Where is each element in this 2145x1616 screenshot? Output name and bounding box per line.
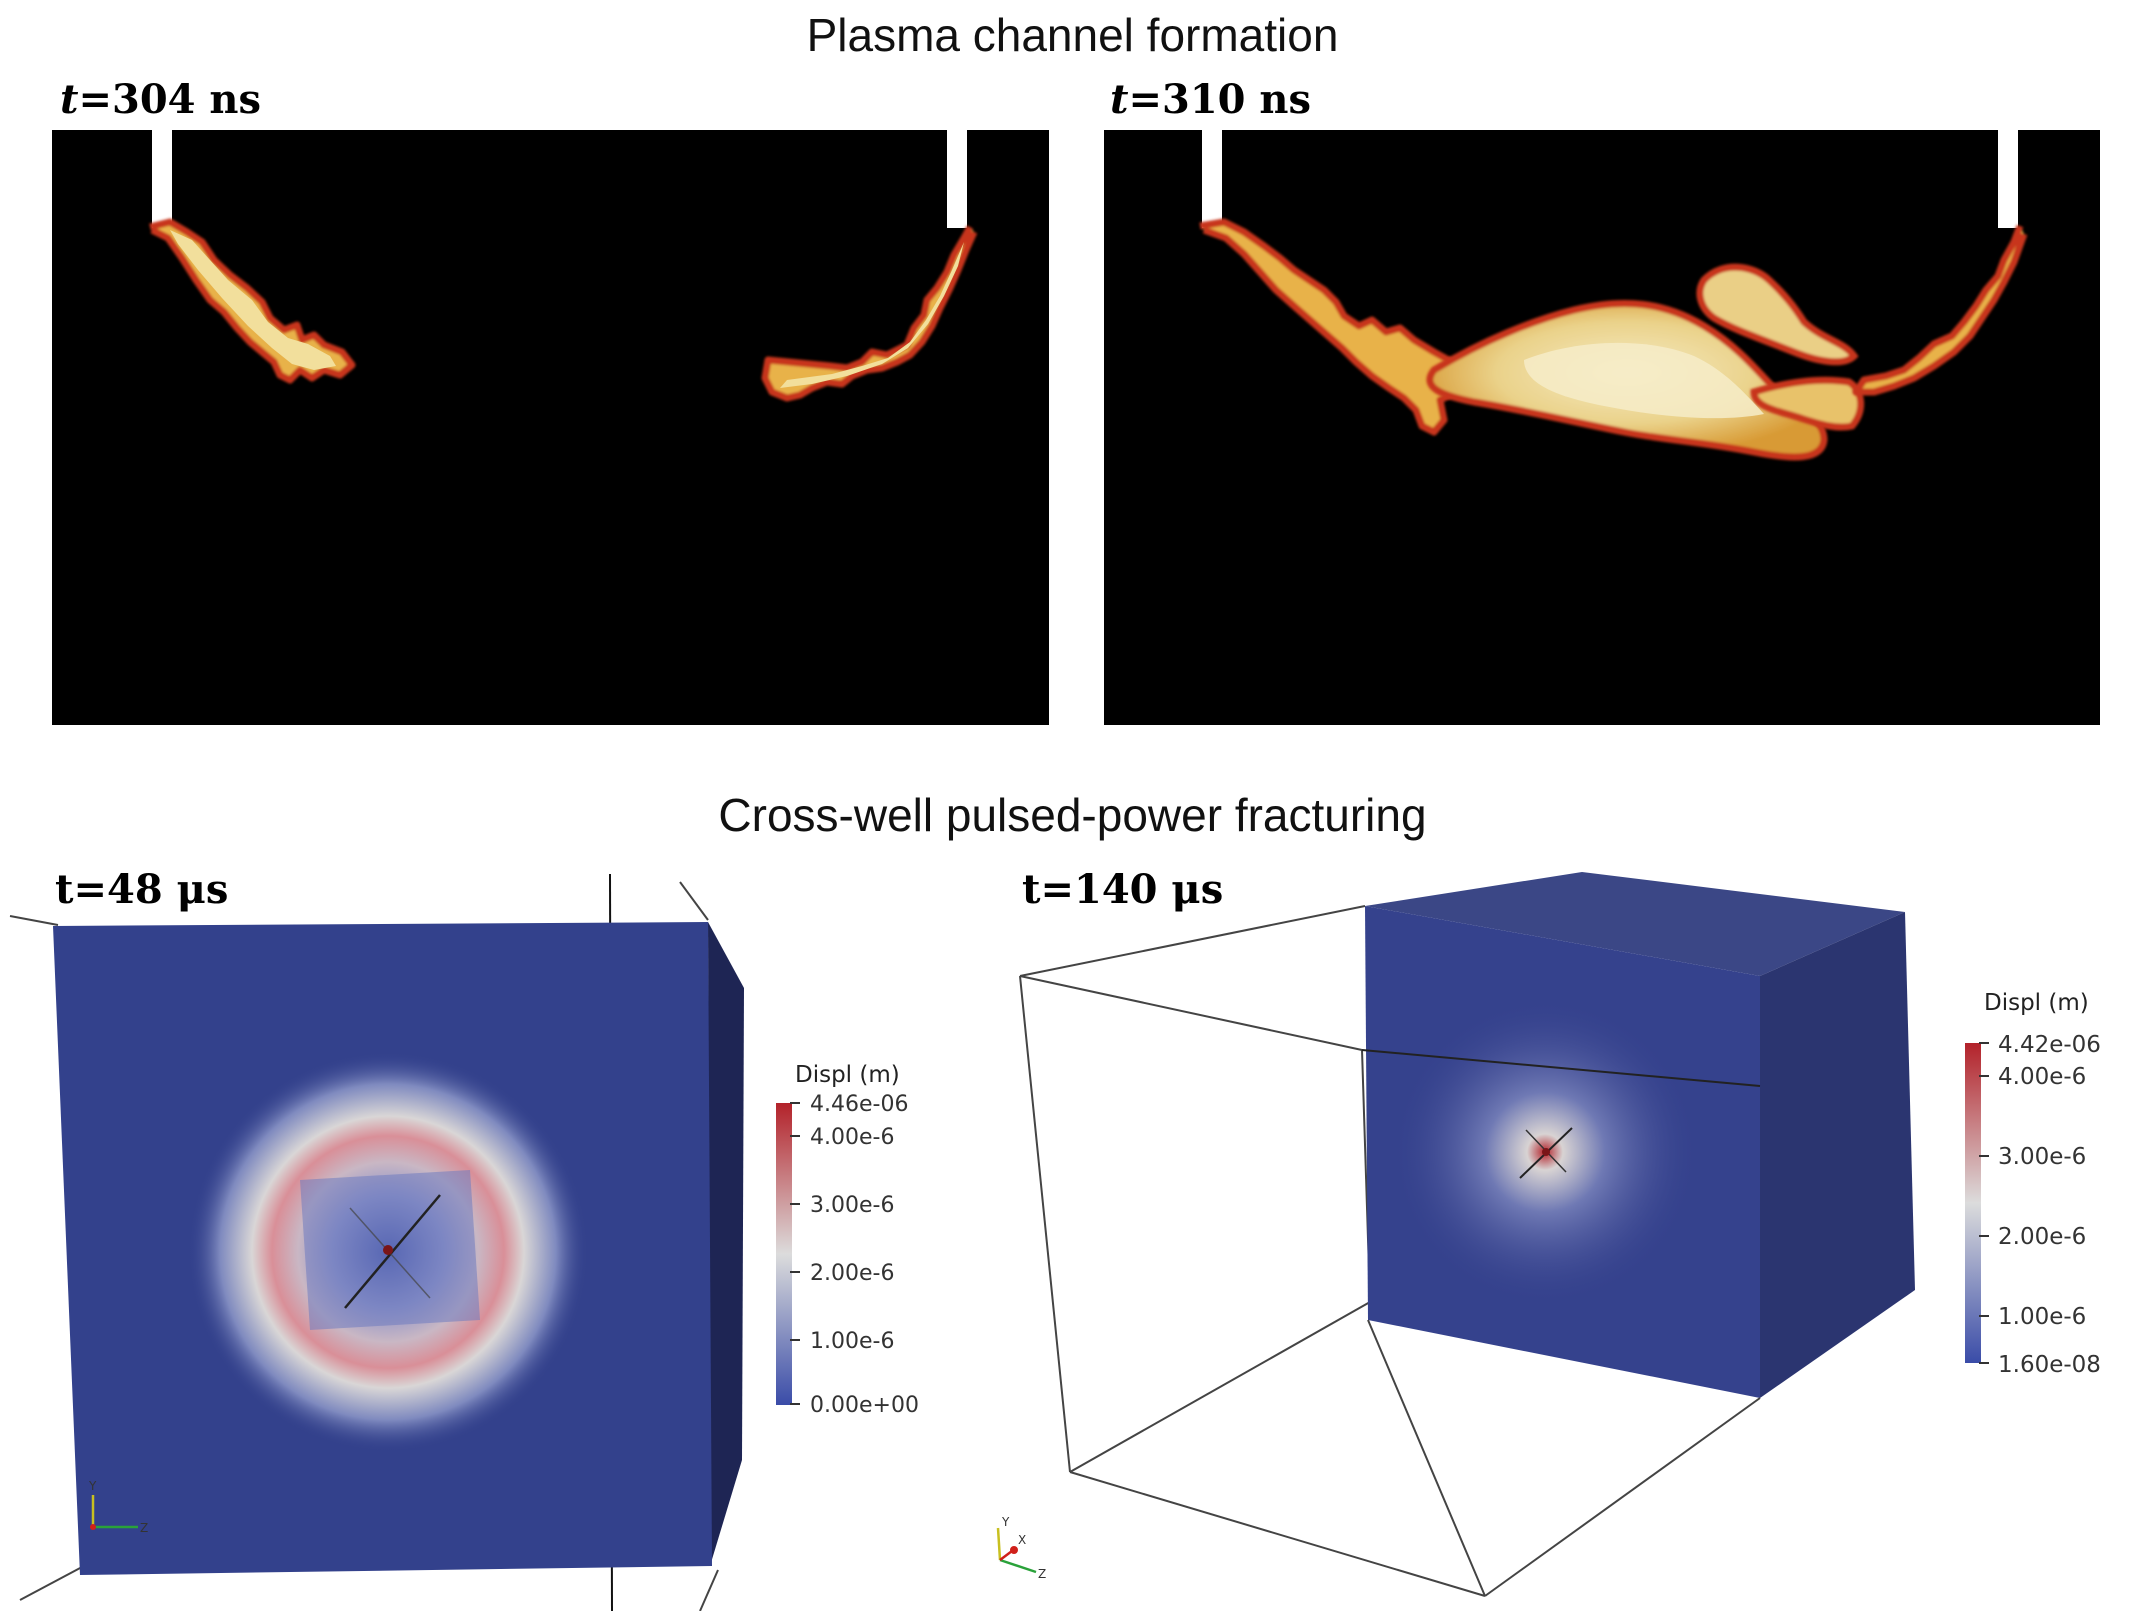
colorbar-title: Displ (m) [1984, 990, 2089, 1016]
colorbar-tick: 1.00e-6 [1998, 1304, 2086, 1330]
plasma-channel-merged [1199, 218, 2028, 461]
electrode-right [947, 130, 967, 228]
colorbar-left: Displ (m) 4.46e-06 4.00e-6 3.00e-6 2.00e… [776, 1062, 919, 1418]
colorbar-tick: 1.60e-08 [1998, 1352, 2101, 1378]
plasma-panel-left [52, 130, 1049, 725]
colorbar-tick: 4.00e-6 [810, 1125, 894, 1150]
displacement-wave [188, 1052, 588, 1452]
displacement-wave [1395, 1002, 1695, 1302]
plasma-panel-right [1104, 130, 2100, 725]
plasma-section-title: Plasma channel formation [806, 9, 1339, 61]
colorbar-tick: 1.00e-6 [810, 1329, 894, 1354]
colorbar-tick: 2.00e-6 [810, 1261, 894, 1286]
colorbar-tick: 2.00e-6 [1998, 1224, 2086, 1250]
colorbar-tick: 4.46e-06 [810, 1092, 908, 1117]
colorbar-tick: 4.42e-06 [1998, 1032, 2101, 1058]
block-side-face [1760, 912, 1915, 1398]
electrode-right [1998, 130, 2018, 228]
block-side-face [708, 922, 744, 1566]
plasma-right-time-label: t=310 ns [1110, 76, 1312, 123]
plasma-channel-left [149, 218, 356, 384]
wireframe-box [1019, 905, 1486, 1597]
electrode-left [152, 130, 172, 228]
svg-text:Y: Y [1001, 1515, 1010, 1529]
colorbar-tick: 3.00e-6 [1998, 1144, 2086, 1170]
block-top-face [1365, 872, 1905, 976]
svg-text:Z: Z [1038, 1567, 1046, 1581]
plasma-left-time-label: t=304 ns [60, 76, 262, 123]
colorbar-tick: 0.00e+00 [810, 1393, 919, 1418]
svg-text:X: X [1018, 1533, 1026, 1547]
colorbar-tick: 4.00e-6 [1998, 1064, 2086, 1090]
frac-right-image: Y X Z Displ (m) 4.42e-06 4.00e-6 3.00e-6… [996, 872, 2101, 1597]
electrode-left [1202, 130, 1222, 228]
axes-triad: Y X Z [996, 1515, 1046, 1581]
plasma-left-image [52, 130, 1049, 725]
frac-panel-left: Y Z Displ (m) 4.46e-06 4.00e-6 3.00e-6 2… [0, 870, 960, 1612]
frac-left-image: Y Z Displ (m) 4.46e-06 4.00e-6 3.00e-6 2… [9, 873, 919, 1612]
colorbar-right: Displ (m) 4.42e-06 4.00e-6 3.00e-6 2.00e… [1965, 990, 2101, 1378]
plasma-right-image [1104, 130, 2100, 725]
svg-text:Z: Z [140, 1521, 148, 1535]
svg-text:Y: Y [88, 1479, 97, 1493]
frac-panel-right: Y X Z Displ (m) 4.42e-06 4.00e-6 3.00e-6… [960, 860, 2145, 1611]
fracturing-section-title: Cross-well pulsed-power fracturing [718, 789, 1427, 841]
colorbar-title: Displ (m) [795, 1062, 900, 1088]
frac-left-time-label: t=48 μs [55, 866, 229, 913]
plasma-channel-right [761, 225, 978, 402]
frac-right-time-label: t=140 μs [1022, 866, 1224, 913]
colorbar-tick: 3.00e-6 [810, 1193, 894, 1218]
axes-triad: Y Z [88, 1479, 148, 1535]
